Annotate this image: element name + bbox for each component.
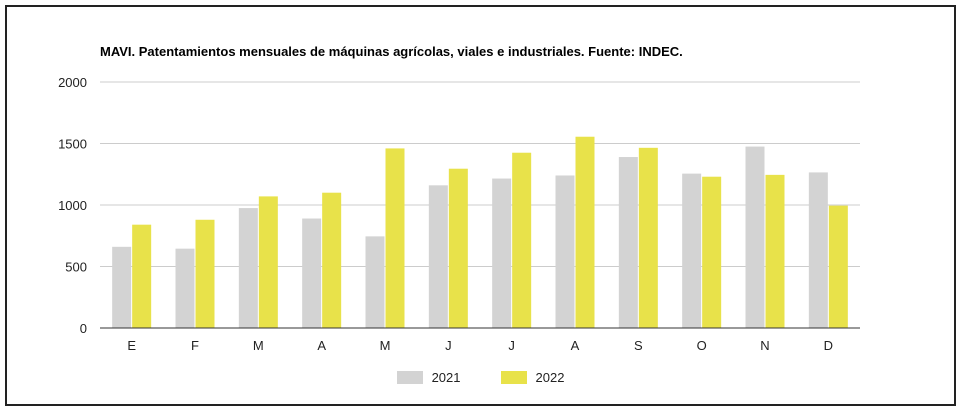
bar-2022-7 bbox=[575, 136, 595, 328]
y-tick-label: 0 bbox=[80, 321, 87, 336]
legend-swatch-2022 bbox=[500, 371, 527, 384]
bar-2021-8 bbox=[618, 157, 638, 328]
bar-2022-9 bbox=[702, 176, 722, 328]
x-tick-label: D bbox=[824, 338, 833, 353]
legend: 2021 2022 bbox=[0, 370, 961, 385]
x-tick-label: N bbox=[760, 338, 769, 353]
x-tick-label: E bbox=[127, 338, 136, 353]
legend-swatch-2021 bbox=[396, 371, 423, 384]
y-tick-label: 500 bbox=[65, 260, 87, 275]
bar-2021-4 bbox=[365, 236, 385, 328]
bar-2021-6 bbox=[492, 178, 512, 328]
bar-2022-0 bbox=[132, 224, 152, 328]
bar-2021-9 bbox=[682, 173, 702, 328]
y-axis-ticks: 0 500 1000 1500 2000 bbox=[58, 75, 87, 336]
bar-2022-4 bbox=[385, 148, 405, 328]
bar-2022-11 bbox=[828, 205, 848, 328]
bars bbox=[112, 136, 848, 328]
bar-2021-10 bbox=[745, 146, 765, 328]
x-tick-label: J bbox=[445, 338, 452, 353]
bar-2022-5 bbox=[448, 168, 468, 328]
legend-label-2021: 2021 bbox=[431, 370, 461, 385]
bar-2021-2 bbox=[238, 208, 258, 328]
y-tick-label: 2000 bbox=[58, 75, 87, 90]
x-tick-label: M bbox=[380, 338, 391, 353]
bar-2021-5 bbox=[428, 185, 448, 328]
bar-2022-10 bbox=[765, 174, 785, 328]
bar-2022-8 bbox=[638, 147, 658, 328]
grid-lines bbox=[100, 81, 860, 267]
x-tick-label: M bbox=[253, 338, 264, 353]
x-tick-label: A bbox=[317, 338, 326, 353]
x-tick-label: O bbox=[697, 338, 707, 353]
chart-title: MAVI. Patentamientos mensuales de máquin… bbox=[100, 44, 683, 59]
x-tick-label: J bbox=[508, 338, 515, 353]
bar-2022-3 bbox=[322, 192, 342, 328]
bar-2021-7 bbox=[555, 175, 575, 328]
x-tick-label: A bbox=[571, 338, 580, 353]
bar-2021-1 bbox=[175, 248, 195, 328]
bar-2022-1 bbox=[195, 219, 215, 328]
bar-2021-3 bbox=[302, 218, 322, 328]
bar-2022-6 bbox=[512, 152, 532, 328]
legend-label-2022: 2022 bbox=[535, 370, 565, 385]
bar-2022-2 bbox=[258, 196, 278, 328]
legend-item-2021: 2021 bbox=[396, 370, 461, 385]
legend-item-2022: 2022 bbox=[500, 370, 565, 385]
x-tick-label: S bbox=[634, 338, 643, 353]
y-tick-label: 1000 bbox=[58, 198, 87, 213]
bar-2021-0 bbox=[112, 246, 132, 328]
y-tick-label: 1500 bbox=[58, 137, 87, 152]
x-tick-label: F bbox=[191, 338, 199, 353]
bar-2021-11 bbox=[808, 172, 828, 328]
